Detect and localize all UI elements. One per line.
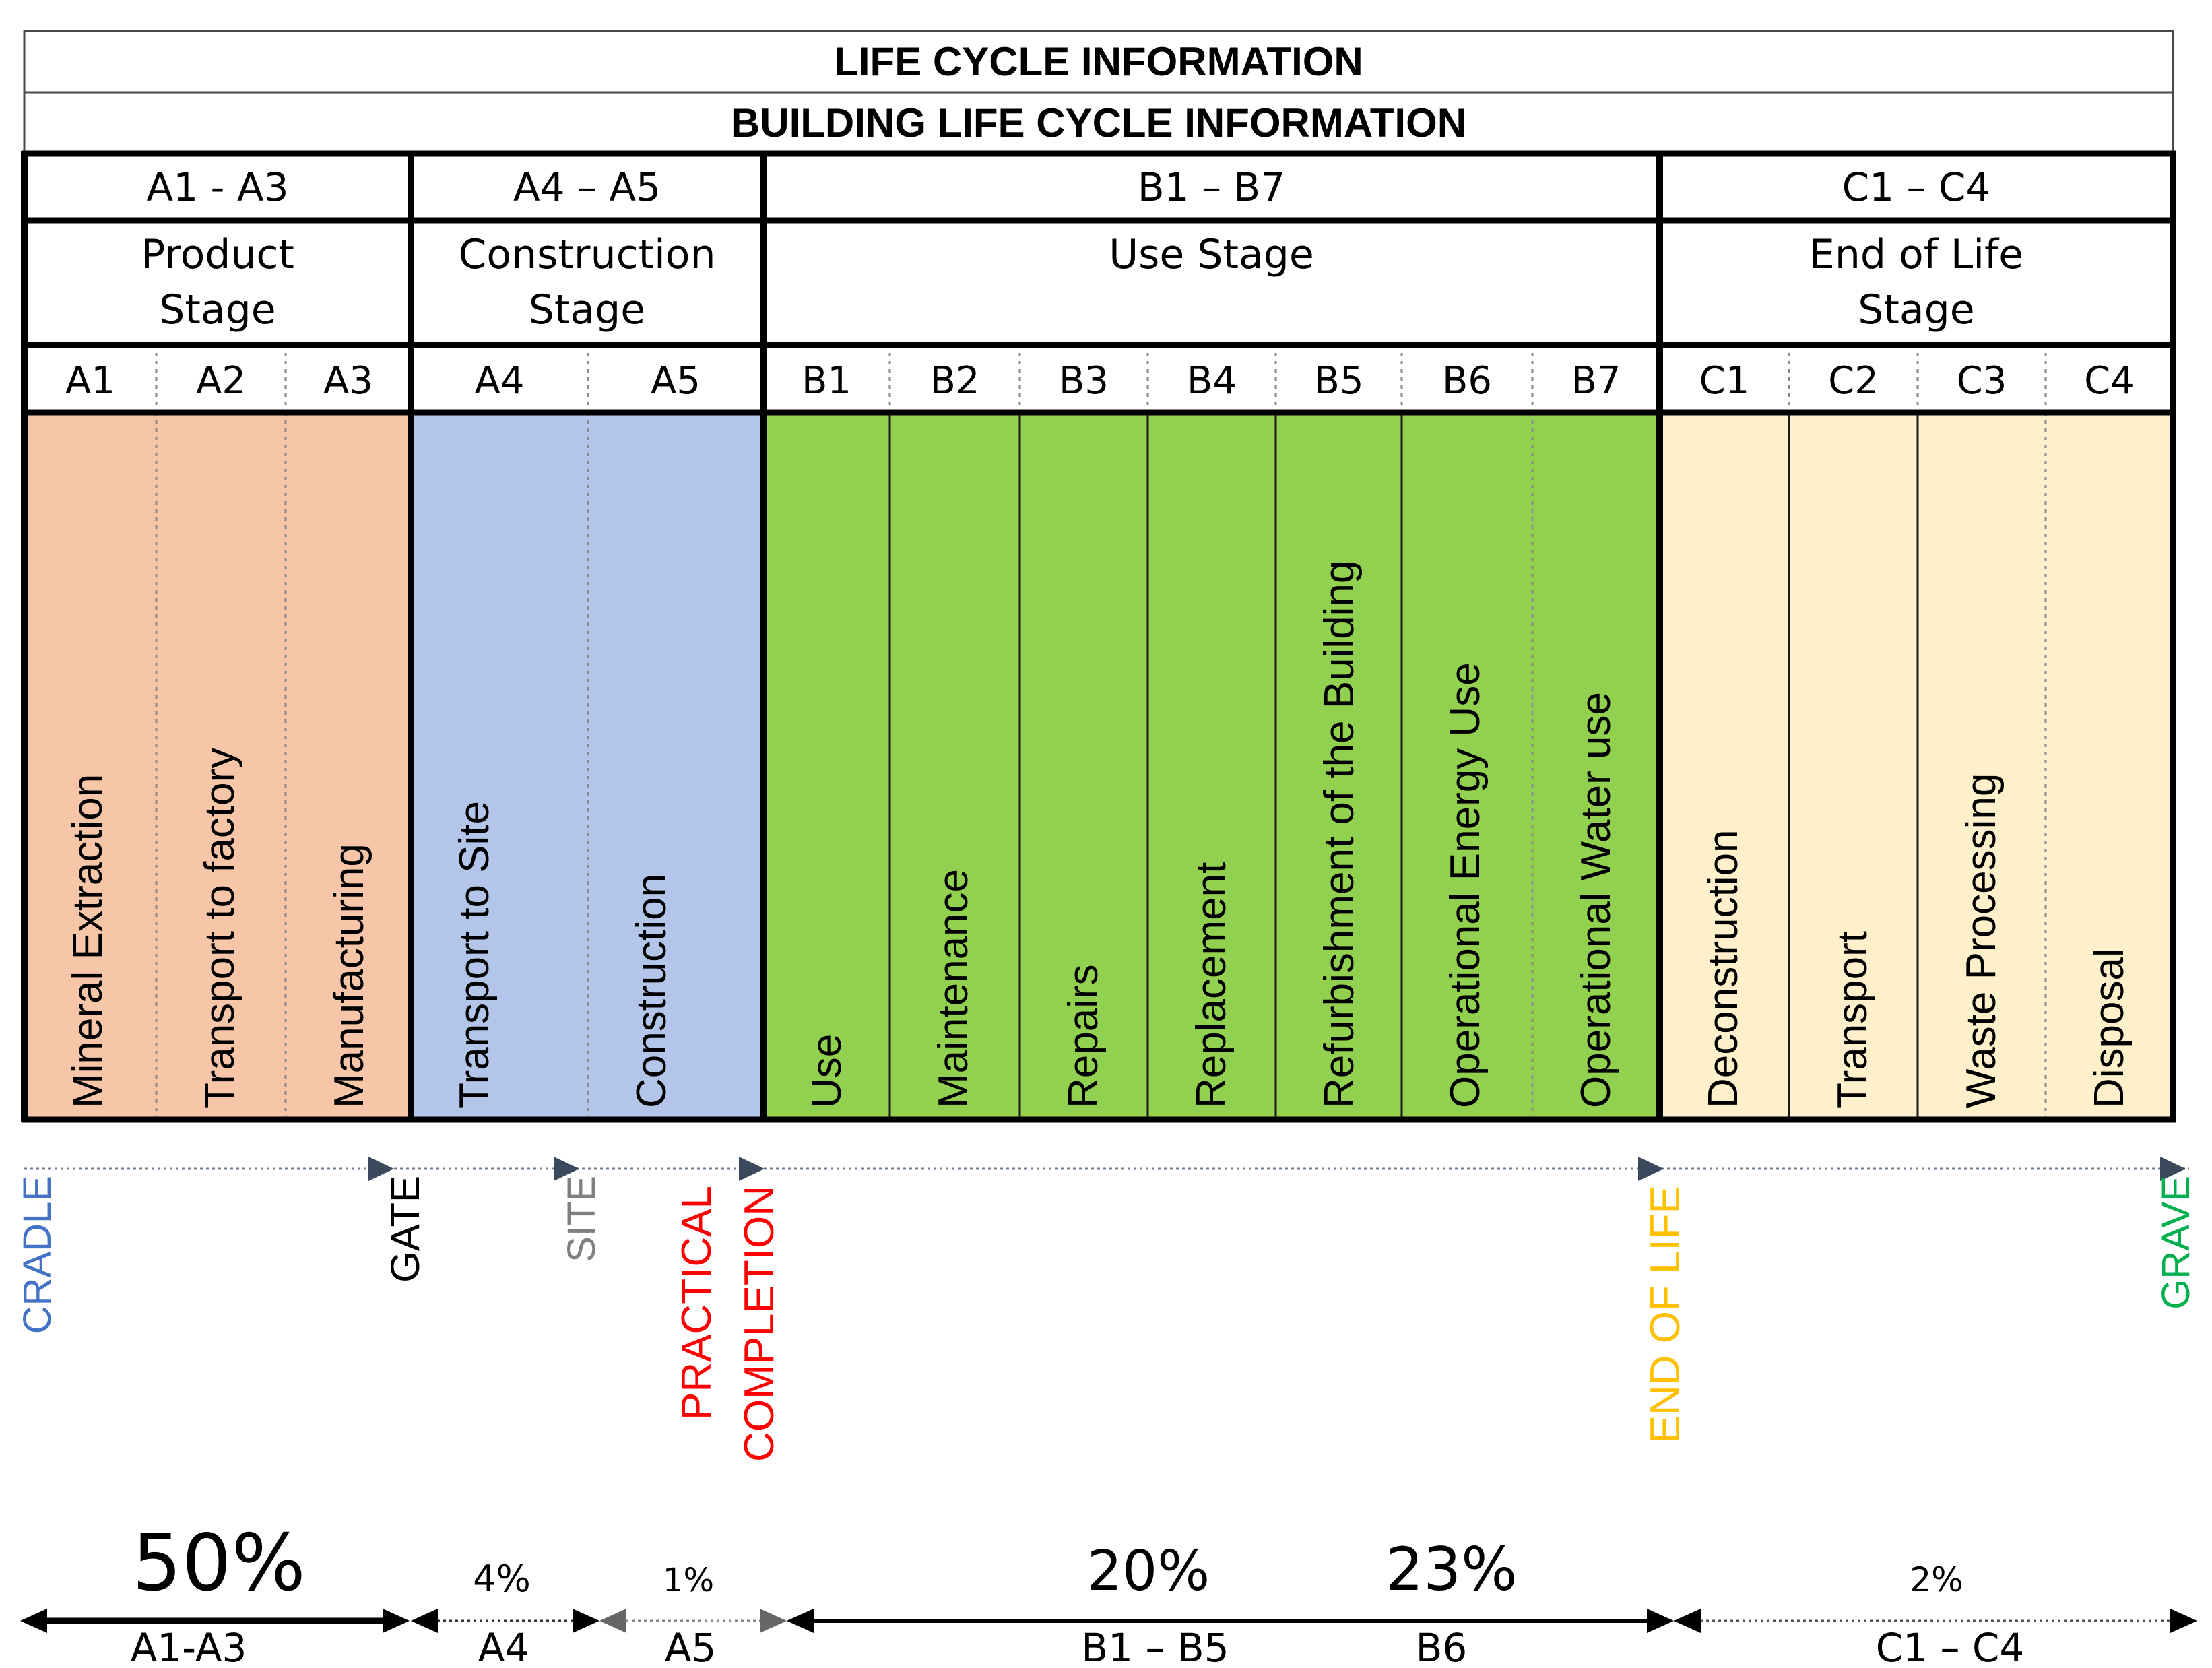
module-label: Operational Water use	[1573, 692, 1619, 1108]
module-code: A5	[651, 359, 701, 403]
module-label: Transport to Site	[451, 801, 498, 1108]
module-code: A2	[196, 359, 246, 403]
grid-lines	[21, 30, 2176, 1123]
impact-label-c1-c4: C1 – C4	[1876, 1625, 2025, 1668]
module-code: B2	[930, 359, 979, 403]
module-label: Use	[804, 1034, 850, 1108]
impact-arrowhead	[2170, 1609, 2197, 1633]
stage-name: Stage	[1858, 286, 1974, 333]
impact-label-b6: B6	[1416, 1625, 1468, 1668]
stage-name: Stage	[159, 286, 275, 333]
module-fills	[24, 412, 2173, 1120]
module-code: B1	[802, 359, 851, 403]
milestone-cradle: CRADLE	[15, 1176, 59, 1334]
module-code: B6	[1442, 359, 1492, 403]
module-code: B3	[1059, 359, 1109, 403]
module-label: Operational Energy Use	[1442, 662, 1489, 1108]
milestone-end-of-life: END OF LIFE	[1642, 1186, 1689, 1443]
stage-fill-0	[24, 412, 411, 1120]
impact-percent-c1-c4: 2%	[1910, 1560, 1963, 1599]
module-label: Transport to factory	[197, 748, 243, 1108]
module-label: Mineral Extraction	[65, 774, 111, 1108]
module-label: Manufacturing	[326, 843, 372, 1108]
module-code: A3	[323, 359, 373, 403]
module-code: C1	[1699, 359, 1750, 403]
impact-arrowhead	[599, 1609, 626, 1633]
timeline-arrowhead	[368, 1157, 394, 1181]
diagram-title: LIFE CYCLE INFORMATION	[834, 39, 1363, 84]
module-code: B4	[1187, 359, 1237, 403]
impact-arrowhead	[760, 1609, 787, 1633]
impact-percent-a4: 4%	[473, 1558, 531, 1600]
module-code: C2	[1828, 359, 1879, 403]
stage-name: Product	[141, 231, 294, 278]
group-code: A1 - A3	[147, 164, 289, 210]
milestone-practical-completion: COMPLETION	[736, 1186, 783, 1462]
module-code: B7	[1571, 359, 1621, 403]
module-label: Refurbishment of the Building	[1316, 560, 1363, 1108]
diagram-subtitle: BUILDING LIFE CYCLE INFORMATION	[731, 100, 1466, 146]
impact-arrowhead	[411, 1609, 438, 1633]
impact-arrowhead	[20, 1609, 47, 1633]
impact-percent-a5: 1%	[663, 1562, 714, 1599]
stage-name: Stage	[529, 286, 645, 333]
module-label: Construction	[628, 874, 675, 1108]
module-code: B5	[1313, 359, 1363, 403]
module-label: Replacement	[1188, 862, 1235, 1108]
impact-arrowhead	[1674, 1609, 1701, 1633]
impact-percent-b6: 23%	[1386, 1535, 1518, 1604]
group-code: A4 – A5	[513, 164, 661, 210]
module-label: Disposal	[2086, 948, 2133, 1108]
impact-arrowhead	[383, 1609, 410, 1633]
timeline: CRADLE GATE SITE PRACTICAL COMPLETION END OF …	[15, 1157, 2198, 1462]
stage-fill-1	[411, 412, 763, 1120]
stage-fill-3	[1660, 412, 2173, 1120]
impact-arrowhead	[787, 1609, 814, 1633]
module-label: Waste Processing	[1958, 773, 2005, 1108]
module-labels: Mineral Extraction Transport to factory Ma…	[65, 560, 2133, 1108]
module-label: Repairs	[1060, 964, 1107, 1108]
milestone-practical-completion: PRACTICAL	[674, 1186, 720, 1420]
impact-arrowhead	[573, 1609, 599, 1633]
timeline-arrowhead	[2160, 1157, 2186, 1181]
milestone-site: SITE	[560, 1176, 604, 1262]
header-text: LIFE CYCLE INFORMATION BUILDING LIFE CYCL…	[65, 39, 2135, 403]
module-code: A4	[475, 359, 525, 403]
impact-percent-a1-a3: 50%	[132, 1518, 306, 1609]
module-code: C4	[2084, 359, 2135, 403]
timeline-arrowhead	[554, 1157, 579, 1181]
impact-label-b1-b5: B1 – B5	[1081, 1625, 1229, 1668]
module-label: Transport	[1829, 931, 1876, 1108]
stage-fill-2	[763, 412, 1660, 1120]
module-code: C3	[1957, 359, 2007, 403]
milestone-gate: GATE	[383, 1176, 428, 1283]
module-label: Deconstruction	[1700, 829, 1747, 1108]
stage-name: Use Stage	[1109, 231, 1314, 278]
stage-name: End of Life	[1809, 231, 2023, 278]
group-code: C1 – C4	[1842, 164, 1991, 210]
module-code: A1	[65, 359, 115, 403]
impact-breakdown: 50% A1-A3 4% A4 1% A5 20% B1 – B5 23% B6 2% C1 – C4	[20, 1518, 2197, 1668]
impact-label-a1-a3: A1-A3	[131, 1625, 247, 1668]
impact-label-a4: A4	[478, 1625, 530, 1668]
timeline-arrowhead	[1638, 1157, 1664, 1181]
impact-percent-b1-b5: 20%	[1087, 1539, 1210, 1603]
timeline-arrowhead	[739, 1157, 765, 1181]
group-code: B1 – B7	[1138, 164, 1285, 210]
module-label: Maintenance	[930, 869, 977, 1108]
impact-label-a5: A5	[665, 1625, 717, 1668]
stage-name: Construction	[458, 231, 715, 278]
milestone-grave: GRAVE	[2154, 1176, 2198, 1310]
impact-arrowhead	[1647, 1609, 1674, 1633]
